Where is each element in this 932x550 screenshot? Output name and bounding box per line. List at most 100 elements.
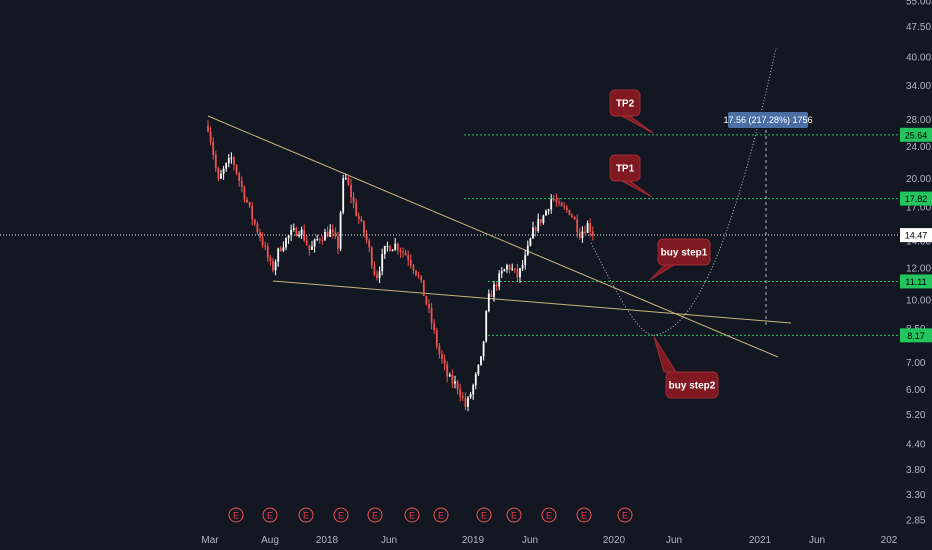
time-tick-label: Mar — [201, 535, 219, 546]
earnings-marker[interactable]: E — [617, 507, 633, 523]
callout-tp1[interactable]: TP1 — [609, 154, 653, 198]
candle-body — [516, 268, 519, 278]
candle-body — [214, 154, 217, 169]
time-tick-label: Jun — [381, 535, 397, 546]
callout-buy-step1[interactable]: buy step1 — [649, 238, 711, 281]
price-level-lines — [464, 134, 900, 336]
measure-label[interactable]: 17.56 (217.28%) 1756 — [723, 112, 813, 128]
candle-body — [412, 265, 415, 271]
price-tick-label: 47.50 — [906, 22, 931, 33]
earnings-marker[interactable]: E — [476, 507, 492, 523]
callout-box — [665, 371, 719, 399]
earnings-letter: E — [267, 511, 273, 521]
candle-body — [560, 202, 563, 207]
earnings-marker[interactable]: E — [228, 507, 244, 523]
price-tick-label: 24.00 — [906, 142, 931, 153]
earnings-marker[interactable]: E — [367, 507, 383, 523]
candle-body — [428, 304, 430, 309]
earnings-marker[interactable]: E — [404, 507, 420, 523]
time-tick-label: 2020 — [603, 535, 626, 546]
candle-body — [425, 296, 428, 305]
candle-body — [305, 240, 308, 246]
candle-body — [318, 238, 321, 241]
earnings-marker[interactable]: E — [576, 507, 592, 523]
candle-body — [227, 158, 230, 164]
earnings-marker[interactable]: E — [433, 507, 449, 523]
callout-box — [609, 154, 641, 182]
candle-body — [298, 234, 300, 237]
candle-body — [360, 219, 363, 222]
candle-body — [534, 227, 537, 232]
candle-body — [474, 374, 477, 386]
time-tick-label: 2021 — [749, 535, 772, 546]
price-tick-label: 6.00 — [906, 385, 926, 396]
candle-body — [287, 235, 290, 239]
earnings-letter: E — [303, 511, 309, 521]
time-tick-label: Aug — [261, 535, 279, 546]
candle-body — [292, 228, 295, 231]
candle-body — [451, 374, 454, 384]
candle-body — [282, 247, 285, 251]
candle-body — [331, 229, 334, 233]
candle-body — [376, 274, 378, 278]
candle-body — [344, 177, 347, 179]
candle-body — [266, 246, 269, 258]
earnings-marker[interactable]: E — [506, 507, 522, 523]
candle-body — [511, 268, 514, 270]
upper-trendline[interactable] — [207, 115, 779, 358]
candle-body — [409, 259, 412, 266]
callout-buy-step2[interactable]: buy step2 — [653, 336, 719, 399]
price-level-tag-text: 8.17 — [907, 331, 925, 341]
earnings-marker[interactable]: E — [298, 507, 314, 523]
earnings-marker[interactable]: E — [541, 507, 557, 523]
candle-body — [482, 341, 485, 357]
callout-box — [657, 238, 711, 266]
earnings-circle — [541, 507, 557, 523]
candle-body — [477, 364, 480, 375]
candle-body — [329, 229, 332, 237]
candle-body — [589, 223, 592, 232]
price-level-tag — [900, 127, 932, 142]
callout-text: buy step1 — [661, 248, 708, 259]
annotation-callouts[interactable]: TP2 TP1 buy step1 buy step2 — [609, 89, 719, 399]
earnings-circle — [576, 507, 592, 523]
callout-tp2[interactable]: TP2 — [609, 89, 654, 134]
candle-body — [456, 381, 459, 390]
candle-body — [339, 212, 342, 249]
candle-body — [363, 221, 365, 234]
earnings-marker[interactable]: E — [262, 507, 278, 523]
candle-body — [217, 168, 220, 179]
price-level-tag-text: 17.82 — [905, 194, 928, 204]
time-axis[interactable]: Mar Aug 2018 Jun 2019 Jun 2020 Jun 2021 Jun 202 — [201, 535, 897, 546]
earnings-circle — [262, 507, 278, 523]
candle-body — [243, 186, 246, 200]
candle-body — [251, 205, 254, 220]
earnings-marker[interactable]: E — [333, 507, 349, 523]
candle-body — [324, 231, 326, 241]
candle-body — [396, 243, 399, 251]
candle-body — [368, 240, 371, 248]
earnings-circle — [228, 507, 244, 523]
time-tick-label: Jun — [666, 535, 682, 546]
price-tick-label: 17.00 — [906, 202, 931, 213]
trendlines[interactable] — [207, 115, 792, 358]
time-tick-label: Jun — [809, 535, 825, 546]
candle-body — [485, 311, 488, 342]
candle-body — [433, 323, 436, 331]
price-level-tag — [900, 328, 932, 343]
lower-trendline[interactable] — [272, 280, 792, 324]
candle-body — [524, 254, 527, 265]
price-tick-label: 4.40 — [906, 439, 926, 450]
candle-body — [552, 198, 555, 200]
candle-body — [441, 354, 443, 360]
earnings-letter: E — [511, 511, 517, 521]
last-price-tag — [900, 228, 932, 243]
candle-body — [352, 197, 355, 203]
candle-body — [378, 271, 381, 278]
candle-body — [487, 293, 490, 312]
candle-body — [311, 246, 313, 250]
price-level-tag — [900, 191, 932, 206]
